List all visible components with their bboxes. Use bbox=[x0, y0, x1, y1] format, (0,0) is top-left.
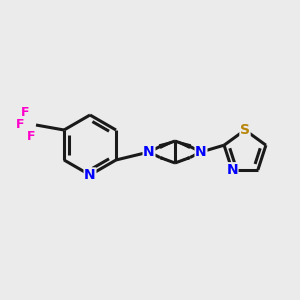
Text: N: N bbox=[195, 145, 207, 159]
Text: S: S bbox=[240, 123, 250, 137]
Polygon shape bbox=[175, 141, 190, 148]
Text: N: N bbox=[84, 168, 96, 182]
Text: N: N bbox=[143, 145, 155, 159]
Text: F: F bbox=[21, 106, 29, 118]
Text: N: N bbox=[226, 163, 238, 177]
Polygon shape bbox=[159, 141, 175, 148]
Text: F: F bbox=[27, 130, 35, 143]
Text: F: F bbox=[16, 118, 24, 130]
